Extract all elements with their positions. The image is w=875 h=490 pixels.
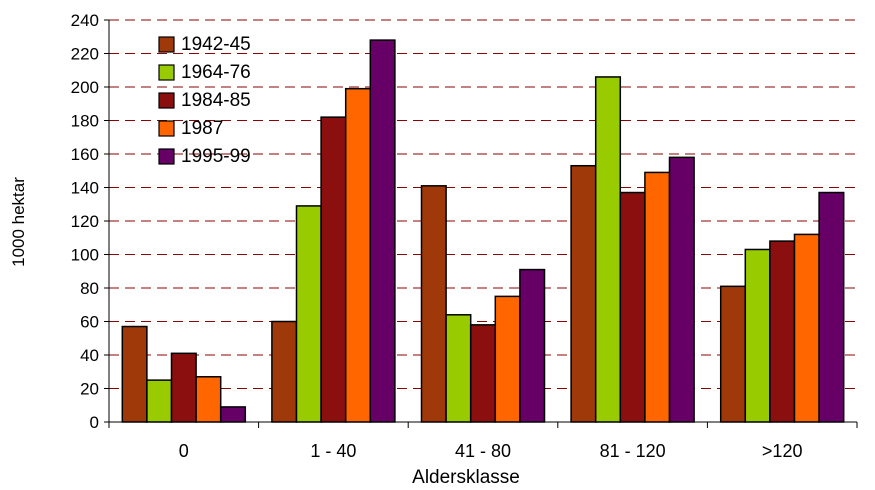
x-tick-label: 41 - 80 bbox=[455, 441, 511, 461]
bar bbox=[146, 379, 173, 423]
bar bbox=[320, 116, 347, 423]
y-tick-label: 60 bbox=[80, 313, 99, 332]
y-tick-label: 220 bbox=[71, 45, 99, 64]
bar bbox=[619, 191, 646, 423]
bar bbox=[570, 164, 597, 423]
x-tick-label: 1 - 40 bbox=[310, 441, 356, 461]
y-tick-label: 140 bbox=[71, 179, 99, 198]
x-tick-label: >120 bbox=[762, 441, 803, 461]
y-axis-label: 1000 hektar bbox=[9, 177, 28, 267]
x-tick-label: 0 bbox=[179, 441, 189, 461]
bar bbox=[344, 87, 372, 423]
bar bbox=[121, 325, 148, 423]
bar bbox=[219, 406, 247, 423]
y-tick-label: 240 bbox=[71, 11, 99, 30]
bar bbox=[818, 191, 845, 423]
bar bbox=[769, 240, 796, 423]
bar bbox=[644, 171, 671, 423]
bar bbox=[793, 233, 820, 423]
bar bbox=[594, 76, 622, 423]
bar bbox=[195, 376, 222, 423]
x-ticks: 0 1 - 40 41 - 80 81 - 120 >120 bbox=[108, 422, 858, 461]
bar bbox=[271, 320, 298, 423]
y-tick-label: 200 bbox=[71, 78, 99, 97]
legend: 1942-45 1964-76 1984-85 1987 1995-99 bbox=[158, 34, 251, 167]
bar bbox=[445, 314, 472, 423]
legend-label: 1942-45 bbox=[181, 34, 251, 55]
legend-label: 1987 bbox=[181, 118, 223, 139]
bar bbox=[719, 285, 747, 423]
y-tick-label: 160 bbox=[71, 145, 99, 164]
bar bbox=[369, 39, 396, 423]
y-tick-label: 80 bbox=[80, 279, 99, 298]
y-tick-label: 40 bbox=[80, 346, 99, 365]
legend-swatch bbox=[158, 64, 175, 81]
legend-swatch bbox=[158, 92, 175, 109]
y-tick-label: 180 bbox=[71, 112, 99, 131]
bar bbox=[295, 205, 322, 423]
y-tick-label: 0 bbox=[90, 413, 99, 432]
legend-swatch bbox=[158, 148, 175, 165]
bar bbox=[744, 248, 771, 423]
legend-swatch bbox=[158, 120, 175, 137]
y-ticks: 0 20 40 60 80 100 120 140 160 180 200 220 240 bbox=[71, 11, 109, 432]
bar bbox=[494, 295, 521, 423]
legend-label: 1995-99 bbox=[181, 146, 251, 167]
legend-swatch bbox=[158, 36, 175, 53]
y-tick-label: 20 bbox=[80, 380, 99, 399]
bar bbox=[420, 185, 447, 423]
legend-label: 1984-85 bbox=[181, 90, 251, 111]
bar bbox=[469, 324, 497, 423]
bar bbox=[519, 268, 546, 423]
bar bbox=[170, 352, 197, 423]
x-tick-label: 81 - 120 bbox=[600, 441, 666, 461]
bars-group bbox=[121, 39, 845, 423]
x-axis-label: Aldersklasse bbox=[412, 467, 520, 488]
y-tick-label: 100 bbox=[71, 246, 99, 265]
legend-label: 1964-76 bbox=[181, 62, 251, 83]
y-tick-label: 120 bbox=[71, 212, 99, 231]
bar bbox=[668, 156, 695, 423]
